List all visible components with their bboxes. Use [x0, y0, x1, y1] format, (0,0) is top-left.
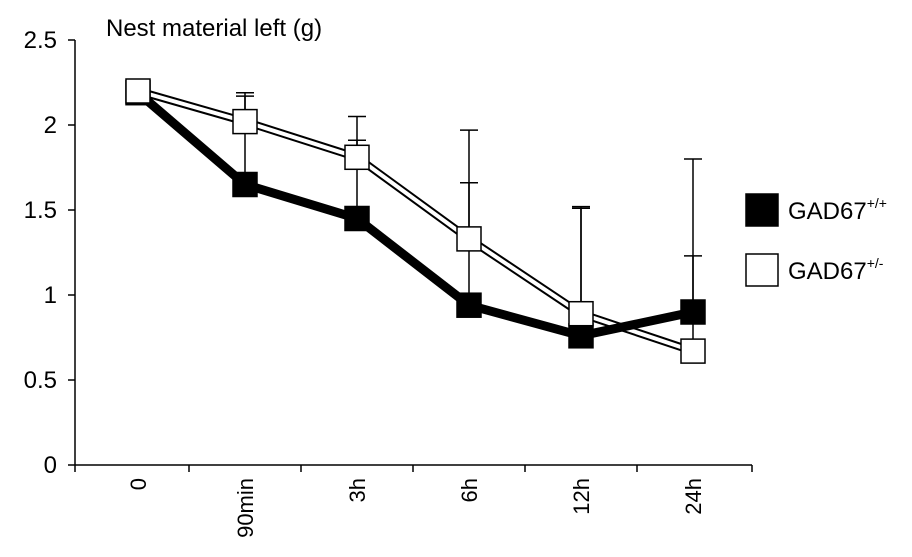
- y-tick-label: 1: [44, 282, 57, 309]
- series-markers: [125, 78, 706, 364]
- data-point-open: [456, 226, 482, 252]
- data-point-filled: [456, 292, 482, 318]
- y-tick-label: 0.5: [24, 367, 57, 394]
- error-bars: [236, 91, 702, 352]
- legend-swatch: [745, 253, 779, 287]
- legend-swatch: [745, 193, 779, 227]
- x-tick-label: 0: [126, 478, 151, 490]
- x-tick-label: 24h: [681, 478, 706, 515]
- data-point-filled: [344, 205, 370, 232]
- series-line: [135, 89, 694, 341]
- data-point-open: [680, 338, 706, 364]
- series-lines: [135, 87, 695, 355]
- series-line-outline: [136, 87, 695, 355]
- data-point-filled: [680, 299, 706, 325]
- y-tick-label: 2.5: [24, 27, 57, 54]
- y-axis-label: Nest material left (g): [106, 15, 322, 42]
- data-point-open: [232, 108, 258, 135]
- x-tick-label: 12h: [569, 478, 594, 515]
- legend: GAD67+/+ GAD67+/-: [745, 193, 887, 287]
- y-tick-label: 2: [44, 112, 57, 139]
- x-tick-label: 6h: [457, 478, 482, 502]
- data-point-filled: [568, 323, 594, 349]
- x-tick-label: 3h: [345, 478, 370, 502]
- y-tick-label: 0: [44, 452, 57, 479]
- data-point-filled: [232, 171, 258, 198]
- legend-label: GAD67+/-: [788, 255, 884, 285]
- series-line: [137, 89, 694, 353]
- data-point-open: [125, 78, 151, 104]
- data-point-open: [568, 300, 594, 327]
- x-tick-label: 90min: [233, 478, 258, 538]
- x-ticks: 0 90min 3h 6h 12h 24h: [74, 465, 753, 538]
- legend-label: GAD67+/+: [788, 195, 887, 225]
- y-tick-label: 1.5: [24, 197, 57, 224]
- y-ticks: 0 0.5 1 1.5 2 2.5: [24, 27, 75, 479]
- data-point-open: [344, 144, 370, 171]
